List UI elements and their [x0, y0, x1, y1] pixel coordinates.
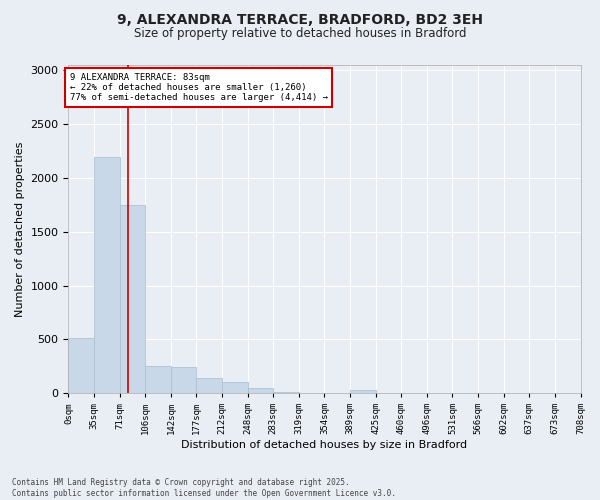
Text: 9 ALEXANDRA TERRACE: 83sqm
← 22% of detached houses are smaller (1,260)
77% of s: 9 ALEXANDRA TERRACE: 83sqm ← 22% of deta…	[70, 72, 328, 102]
Text: Size of property relative to detached houses in Bradford: Size of property relative to detached ho…	[134, 28, 466, 40]
X-axis label: Distribution of detached houses by size in Bradford: Distribution of detached houses by size …	[181, 440, 467, 450]
Bar	[299, 392, 325, 393]
Bar	[222, 382, 248, 393]
Text: 9, ALEXANDRA TERRACE, BRADFORD, BD2 3EH: 9, ALEXANDRA TERRACE, BRADFORD, BD2 3EH	[117, 12, 483, 26]
Bar	[196, 378, 222, 393]
Bar	[68, 338, 94, 393]
Text: Contains HM Land Registry data © Crown copyright and database right 2025.
Contai: Contains HM Land Registry data © Crown c…	[12, 478, 396, 498]
Bar	[171, 367, 196, 393]
Bar	[248, 388, 273, 393]
Bar	[145, 366, 171, 393]
Bar	[273, 392, 299, 393]
Bar	[120, 206, 145, 393]
Bar	[94, 157, 120, 393]
Bar	[350, 390, 376, 393]
Y-axis label: Number of detached properties: Number of detached properties	[15, 142, 25, 317]
